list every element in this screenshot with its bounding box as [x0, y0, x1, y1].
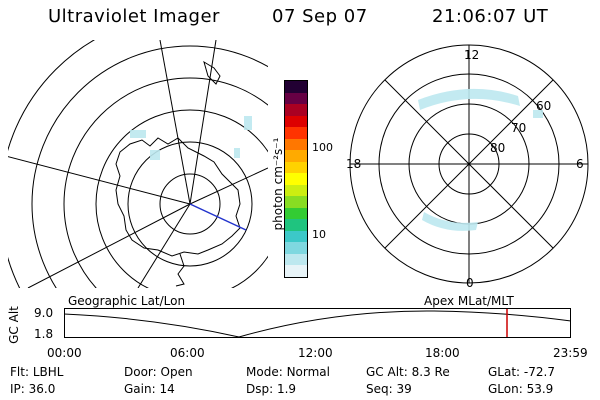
aurora-patch — [244, 116, 252, 130]
gain-field: Gain: 14 — [124, 382, 175, 396]
mlat-label-60: 60 — [536, 99, 551, 113]
mlt-label-6: 6 — [576, 157, 584, 171]
lat-circle — [159, 173, 221, 235]
colorbar-segment — [285, 115, 307, 128]
colorbar-segment — [285, 184, 307, 197]
colorbar-segment — [285, 173, 307, 185]
altitude-y-min: 1.8 — [34, 327, 54, 341]
mlt-label-0: 0 — [466, 276, 474, 290]
door-field: Door: Open — [124, 365, 193, 379]
meridian-line — [189, 167, 268, 205]
lat-circle — [95, 109, 268, 288]
lat-circle — [127, 141, 253, 267]
geographic-map — [8, 40, 268, 288]
colorbar-segment — [285, 127, 307, 139]
colorbar — [284, 80, 308, 278]
altitude-axis-label: GC Alt — [7, 306, 21, 344]
altitude-curve — [64, 310, 572, 338]
aurora-patch — [533, 110, 543, 118]
date-label: 07 Sep 07 — [272, 6, 368, 27]
aurora-oval-top — [418, 88, 520, 110]
altitude-y-max: 9.0 — [34, 306, 54, 320]
x-tick-0600: 06:00 — [170, 346, 205, 360]
coastline-island — [203, 60, 221, 85]
colorbar-segment — [285, 196, 307, 208]
info-row-1: Flt: LBHL Door: Open Mode: Normal GC Alt… — [10, 365, 600, 381]
altitude-plot-frame — [64, 308, 571, 338]
coastline-antarctica — [115, 137, 241, 257]
colorbar-segment — [285, 230, 307, 243]
gc-alt-field: GC Alt: 8.3 Re — [366, 365, 450, 379]
mlt-label-18: 18 — [346, 157, 361, 171]
colorbar-segment — [285, 242, 307, 254]
colorbar-unit-label: photon cm⁻²s⁻¹ — [271, 137, 285, 231]
colorbar-tick-100: 100 — [312, 141, 333, 154]
meridian-line — [159, 40, 191, 205]
geographic-map-label: Geographic Lat/Lon — [68, 294, 186, 308]
colorbar-segment — [285, 104, 307, 116]
colorbar-segment — [285, 207, 307, 220]
altitude-plot — [64, 308, 572, 338]
mlt-label-12: 12 — [464, 48, 479, 62]
magnetic-map-label: Apex MLat/MLT — [424, 294, 514, 308]
aurora-patch — [150, 150, 160, 160]
mlt-line-diag — [384, 79, 554, 249]
glon-field: GLon: 53.9 — [488, 382, 554, 396]
dsp-field: Dsp: 1.9 — [246, 382, 297, 396]
colorbar-segment — [285, 80, 307, 93]
colorbar-segment — [285, 161, 307, 174]
x-tick-1200: 12:00 — [298, 346, 333, 360]
magnetic-polar-plot: 12 18 6 0 60 70 80 — [346, 44, 589, 290]
coastline-peninsula — [175, 253, 185, 287]
colorbar-segment — [285, 265, 307, 277]
mlat-label-70: 70 — [511, 121, 526, 135]
mode-field: Mode: Normal — [246, 365, 330, 379]
x-tick-0000: 00:00 — [47, 346, 82, 360]
colorbar-segment — [285, 253, 307, 266]
colorbar-segment — [285, 138, 307, 151]
mlat-label-80: 80 — [490, 141, 505, 155]
instrument-title: Ultraviolet Imager — [48, 6, 220, 27]
glat-field: GLat: -72.7 — [488, 365, 555, 379]
meridian-line — [27, 203, 191, 288]
aurora-patch — [130, 130, 146, 138]
lat-circle — [31, 45, 268, 288]
colorbar-tick-10: 10 — [312, 228, 326, 241]
seq-field: Seq: 39 — [366, 382, 412, 396]
meridian-line — [189, 40, 217, 205]
flt-field: Flt: LBHL — [10, 365, 64, 379]
time-label: 21:06:07 UT — [432, 6, 549, 27]
colorbar-segment — [285, 219, 307, 231]
x-tick-1800: 18:00 — [425, 346, 460, 360]
x-tick-2359: 23:59 — [553, 346, 588, 360]
meridian-line — [137, 203, 191, 288]
info-row-2: IP: 36.0 Gain: 14 Dsp: 1.9 Seq: 39 GLon:… — [10, 382, 600, 398]
colorbar-segment — [285, 150, 307, 162]
aurora-oval-bottom — [422, 212, 478, 231]
aurora-patch — [234, 148, 240, 158]
colorbar-segment — [285, 92, 307, 105]
satellite-track — [189, 203, 247, 231]
ip-field: IP: 36.0 — [10, 382, 56, 396]
lat-circle — [63, 77, 268, 288]
meridian-line — [8, 156, 191, 205]
